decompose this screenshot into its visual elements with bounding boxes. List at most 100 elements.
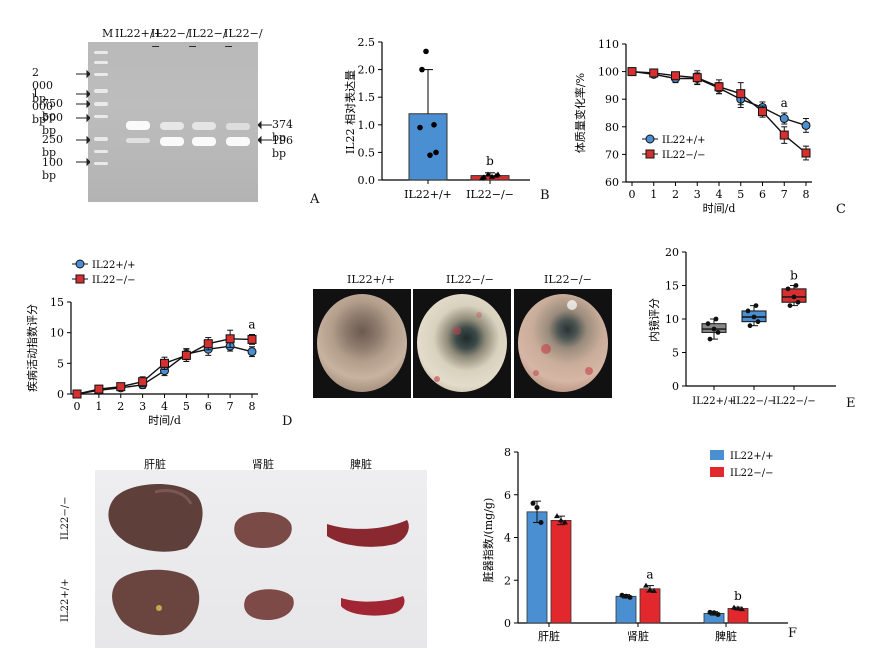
d-y-tick-label: 5: [57, 357, 64, 370]
c-annotation: a: [781, 96, 788, 110]
d-x-tick-label: 6: [205, 400, 212, 413]
f-point: [554, 513, 560, 519]
f-point: [619, 592, 625, 598]
c-x-tick-label: 3: [694, 188, 701, 201]
d-x-tick-label: 7: [227, 400, 234, 413]
panel-letter-c: C: [836, 202, 846, 217]
b-x-tick-label: IL22−/−: [466, 188, 514, 201]
d-x-tick-label: 8: [249, 400, 256, 413]
b-y-tick-label: 2.5: [358, 36, 376, 49]
e-point: [791, 294, 797, 300]
d-point: [160, 358, 169, 368]
ladder-1000: 1 000 bp: [32, 87, 53, 126]
f-legend-label: IL22+/+: [730, 451, 773, 462]
e-x-tick-label: IL22+/+: [692, 396, 735, 407]
d-point: [225, 334, 235, 344]
d-point: [203, 339, 213, 349]
c-y-tick-label: 100: [598, 66, 619, 79]
e-point: [707, 336, 713, 342]
d-point: [116, 382, 126, 392]
gel-bands: [94, 51, 250, 165]
f-point: [647, 586, 653, 592]
e-point: [715, 330, 721, 335]
c-point: [779, 114, 789, 124]
b-y-tick-label: 1.5: [358, 91, 376, 104]
e-ylabel: 内镜评分: [647, 298, 661, 342]
d-point: [138, 377, 148, 387]
organ-row-wt: IL22+/+: [60, 578, 71, 622]
d-y-tick-label: 15: [50, 296, 64, 309]
f-point: [731, 604, 737, 610]
b-y-tick-label: 0.0: [358, 174, 376, 187]
c-point: [801, 120, 811, 130]
e-point: [747, 323, 753, 329]
f-x-tick-label: 肝脏: [538, 630, 560, 643]
c-point: [627, 67, 637, 77]
c-point: [736, 89, 746, 99]
lane-label-2: IL22−/−: [151, 27, 190, 53]
b-y-tick-label: 1.0: [358, 119, 376, 132]
d-legend-marker: [75, 274, 85, 284]
b-point: [417, 124, 423, 131]
c-legend-marker: [645, 134, 655, 144]
f-legend-swatch: [710, 450, 724, 460]
f-y-tick-label: 8: [504, 446, 511, 459]
f-x-tick-label: 肾脏: [627, 630, 649, 643]
c-point: [801, 148, 811, 158]
organ-photo: [95, 470, 427, 648]
ladder-750: 750 bp: [42, 97, 63, 123]
d-xlabel: 时间/d: [148, 414, 181, 427]
f-annotation: a: [646, 568, 653, 582]
c-legend-marker: [645, 149, 655, 159]
b-point: [433, 149, 439, 156]
endo-label-1: IL22+/+: [347, 273, 395, 286]
b-y-tick-label: 2.0: [358, 64, 376, 77]
b-bar-0: [408, 113, 448, 181]
chart-f: 0 2 4 6 8 脏器指数/(mg/g) 肝脏 肾脏 脾脏 a b IL22+/+ IL22−/−: [481, 446, 788, 643]
f-point: [739, 606, 745, 612]
e-point: [753, 303, 759, 308]
f-point: [735, 605, 741, 611]
f-bar-0-1: [550, 520, 572, 624]
f-point: [643, 582, 649, 588]
e-point: [787, 303, 793, 308]
f-point: [530, 500, 536, 506]
b-ylabel: IL22 相对表达量: [343, 70, 357, 154]
f-point: [627, 594, 633, 600]
d-x-tick-label: 2: [117, 400, 124, 413]
ladder-2000: 2 000 bp: [32, 66, 53, 105]
c-point: [714, 82, 724, 92]
band-374-lane1: [126, 121, 150, 130]
c-point: [779, 130, 789, 140]
endoscopy-image-1: [313, 289, 411, 398]
gel-image: [88, 42, 258, 202]
d-point: [247, 334, 257, 344]
c-x-tick-label: 0: [629, 188, 636, 201]
d-ylabel: 疾病活动指数评分: [26, 304, 39, 392]
b-point: [423, 48, 429, 55]
e-point: [711, 326, 717, 332]
panel-letter-a: A: [310, 192, 320, 207]
c-x-tick-label: 7: [781, 188, 788, 201]
c-y-tick-label: 90: [605, 93, 619, 106]
f-point: [707, 609, 713, 615]
f-y-tick-label: 2: [504, 574, 511, 587]
endo-label-3: IL22−/−: [544, 273, 592, 286]
b-point: [419, 66, 425, 73]
d-x-tick-label: 1: [95, 400, 102, 413]
e-x-tick-label: IL22−/−: [772, 396, 815, 407]
organ-col-spleen: 脾脏: [350, 458, 372, 471]
b-y-tick-label: 0.5: [358, 146, 376, 159]
panel-letter-f: F: [788, 626, 798, 641]
organ-col-kidney: 肾脏: [252, 458, 274, 471]
endo-label-2: IL22−/−: [446, 273, 494, 286]
f-bar-2-1: [727, 608, 749, 624]
d-y-tick-label: 10: [50, 327, 64, 340]
lane-label-1: IL22+/+: [115, 27, 163, 40]
d-point: [94, 384, 104, 394]
ladder-250: 250 bp: [42, 133, 63, 159]
band-arrows: [258, 120, 272, 145]
d-x-tick-label: 5: [183, 400, 190, 413]
c-x-tick-label: 2: [672, 188, 679, 201]
